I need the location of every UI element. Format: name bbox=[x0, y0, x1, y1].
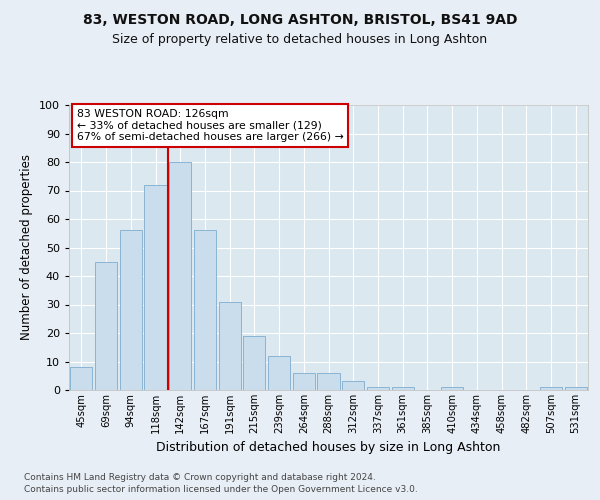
Bar bbox=[317, 373, 340, 390]
Bar bbox=[392, 387, 414, 390]
Text: Size of property relative to detached houses in Long Ashton: Size of property relative to detached ho… bbox=[112, 32, 488, 46]
Bar bbox=[367, 387, 389, 390]
Bar bbox=[119, 230, 142, 390]
Bar bbox=[268, 356, 290, 390]
Bar bbox=[169, 162, 191, 390]
Bar bbox=[194, 230, 216, 390]
Bar bbox=[95, 262, 117, 390]
X-axis label: Distribution of detached houses by size in Long Ashton: Distribution of detached houses by size … bbox=[157, 442, 500, 454]
Text: Contains public sector information licensed under the Open Government Licence v3: Contains public sector information licen… bbox=[24, 485, 418, 494]
Bar bbox=[293, 373, 315, 390]
Bar bbox=[145, 185, 167, 390]
Text: 83 WESTON ROAD: 126sqm
← 33% of detached houses are smaller (129)
67% of semi-de: 83 WESTON ROAD: 126sqm ← 33% of detached… bbox=[77, 110, 344, 142]
Text: 83, WESTON ROAD, LONG ASHTON, BRISTOL, BS41 9AD: 83, WESTON ROAD, LONG ASHTON, BRISTOL, B… bbox=[83, 12, 517, 26]
Text: Contains HM Land Registry data © Crown copyright and database right 2024.: Contains HM Land Registry data © Crown c… bbox=[24, 472, 376, 482]
Bar bbox=[540, 387, 562, 390]
Bar bbox=[243, 336, 265, 390]
Bar bbox=[70, 367, 92, 390]
Bar bbox=[218, 302, 241, 390]
Bar bbox=[565, 387, 587, 390]
Y-axis label: Number of detached properties: Number of detached properties bbox=[20, 154, 34, 340]
Bar bbox=[342, 382, 364, 390]
Bar bbox=[441, 387, 463, 390]
